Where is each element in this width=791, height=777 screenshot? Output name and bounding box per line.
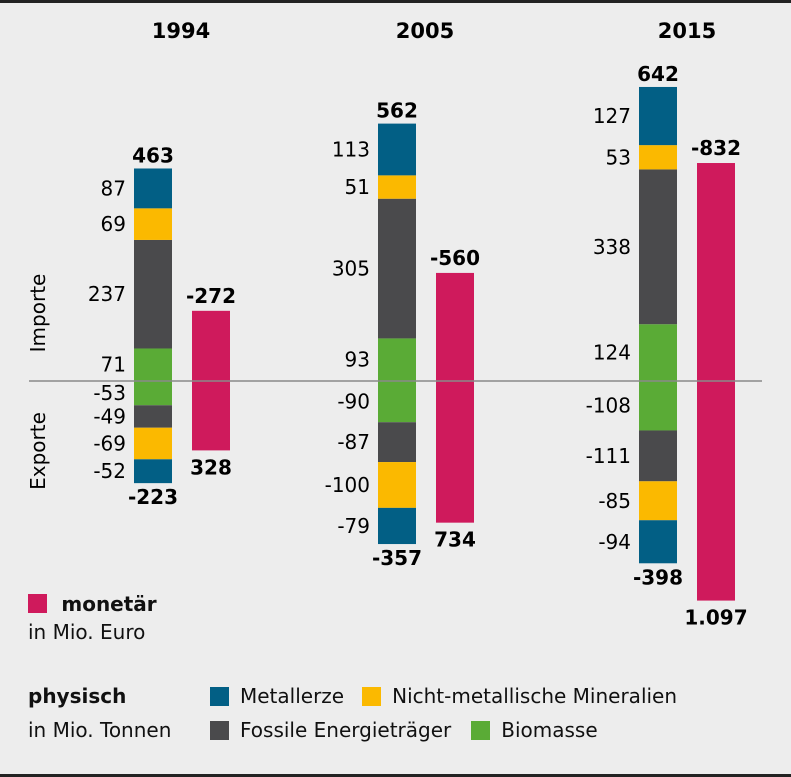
bar-export-biomasse-2015 xyxy=(639,381,677,431)
segment-value-label: -94 xyxy=(598,530,631,554)
segment-value-label: 305 xyxy=(332,257,370,281)
bar-import-biomasse-2015 xyxy=(639,324,677,381)
frame-bottom-border xyxy=(0,774,791,777)
legend-physical-title: physisch xyxy=(28,684,127,708)
exports-side-label: Exporte xyxy=(26,412,50,490)
segment-value-label: -53 xyxy=(93,381,126,405)
frame-top-border xyxy=(0,0,791,3)
bar-import-metallerze-1994 xyxy=(134,168,172,209)
bar-export-metallerze-2005 xyxy=(378,507,416,545)
segment-value-label: 124 xyxy=(593,341,631,365)
import-total-label: 463 xyxy=(132,143,174,167)
monetary-bottom-label: 328 xyxy=(190,455,232,479)
bar-export-fossile-energietr-ger-1994 xyxy=(134,405,172,428)
legend-item-fossile: Fossile Energieträger xyxy=(210,716,451,744)
bar-export-nicht-metallische-mineralien-2005 xyxy=(378,462,416,508)
legend-item-metallerze: Metallerze xyxy=(210,682,344,710)
bar-import-biomasse-2005 xyxy=(378,338,416,381)
bar-export-nicht-metallische-mineralien-1994 xyxy=(134,427,172,460)
bar-import-fossile-energietr-ger-2015 xyxy=(639,169,677,325)
legend-label: Nicht-metallische Mineralien xyxy=(392,684,678,708)
import-total-label: 562 xyxy=(376,99,418,123)
bar-export-fossile-energietr-ger-2015 xyxy=(639,430,677,482)
bar-import-nicht-metallische-mineralien-1994 xyxy=(134,208,172,240)
segment-value-label: 113 xyxy=(332,137,370,161)
segment-value-label: 338 xyxy=(593,235,631,259)
imports-side-label: Importe xyxy=(26,274,50,353)
segment-value-label: -79 xyxy=(337,514,370,538)
segment-value-label: 69 xyxy=(101,212,126,236)
bar-export-metallerze-2015 xyxy=(639,520,677,564)
legend-label: Fossile Energieträger xyxy=(240,718,452,742)
legend-swatch-biomasse xyxy=(471,720,491,740)
bar-import-fossile-energietr-ger-2005 xyxy=(378,198,416,339)
bar-export-nicht-metallische-mineralien-2015 xyxy=(639,481,677,521)
bar-import-metallerze-2015 xyxy=(639,86,677,146)
year-label-1994: 1994 xyxy=(152,19,210,43)
bar-import-nicht-metallische-mineralien-2005 xyxy=(378,175,416,199)
monetary-top-label: -272 xyxy=(186,284,236,308)
segment-value-label: 51 xyxy=(345,175,370,199)
legend-physical: physisch Metallerze Nicht-metallische Mi… xyxy=(28,679,788,747)
legend-swatch-metallerze xyxy=(210,686,229,706)
bar-export-biomasse-1994 xyxy=(134,381,172,406)
import-total-label: 642 xyxy=(637,62,679,86)
monetary-top-label: -560 xyxy=(430,246,480,270)
segment-value-label: -69 xyxy=(93,432,126,456)
bar-monetary-2015 xyxy=(697,163,735,601)
monetary-bottom-label: 734 xyxy=(434,528,476,552)
segment-value-label: -90 xyxy=(337,390,370,414)
legend-monetary-unit: in Mio. Euro xyxy=(28,620,146,644)
export-total-label: -357 xyxy=(372,546,422,570)
legend-monetary: monetär in Mio. Euro xyxy=(28,590,157,646)
legend-swatch-mineralien xyxy=(362,686,382,706)
segment-value-label: 87 xyxy=(101,176,126,200)
legend-swatch-fossile xyxy=(210,720,229,740)
segment-value-label: 127 xyxy=(593,104,631,128)
legend-item-mineralien: Nicht-metallische Mineralien xyxy=(362,682,677,710)
bar-monetary-2005 xyxy=(436,272,474,523)
export-total-label: -223 xyxy=(128,485,178,509)
segment-value-label: 71 xyxy=(101,353,126,377)
legend-item-biomasse: Biomasse xyxy=(471,716,598,744)
segment-value-label: -108 xyxy=(586,394,631,418)
legend-label: Metallerze xyxy=(240,684,345,708)
year-label-2005: 2005 xyxy=(396,19,454,43)
segment-value-label: -111 xyxy=(586,444,631,468)
year-label-2015: 2015 xyxy=(658,19,716,43)
bar-export-fossile-energietr-ger-2005 xyxy=(378,422,416,463)
bar-export-metallerze-1994 xyxy=(134,459,172,484)
segment-value-label: 237 xyxy=(88,282,126,306)
monetary-top-label: -832 xyxy=(691,136,741,160)
segment-value-label: 93 xyxy=(345,348,370,372)
bar-export-biomasse-2005 xyxy=(378,381,416,423)
bar-import-nicht-metallische-mineralien-2015 xyxy=(639,145,677,170)
segment-value-label: -49 xyxy=(93,404,126,428)
segment-value-label: 53 xyxy=(606,145,631,169)
legend-physical-unit: in Mio. Tonnen xyxy=(28,718,172,742)
segment-value-label: -52 xyxy=(93,459,126,483)
export-total-label: -398 xyxy=(633,565,683,589)
monetary-bottom-label: 1.097 xyxy=(684,606,747,630)
legend-label: Biomasse xyxy=(501,718,598,742)
segment-value-label: -100 xyxy=(325,473,370,497)
segment-value-label: -87 xyxy=(337,430,370,454)
legend-monetary-title: monetär xyxy=(61,592,157,616)
bar-import-fossile-energietr-ger-1994 xyxy=(134,239,172,349)
segment-value-label: -85 xyxy=(598,489,631,513)
bar-import-biomasse-1994 xyxy=(134,348,172,381)
legend-swatch-monetary xyxy=(28,594,47,613)
bar-import-metallerze-2005 xyxy=(378,123,416,176)
